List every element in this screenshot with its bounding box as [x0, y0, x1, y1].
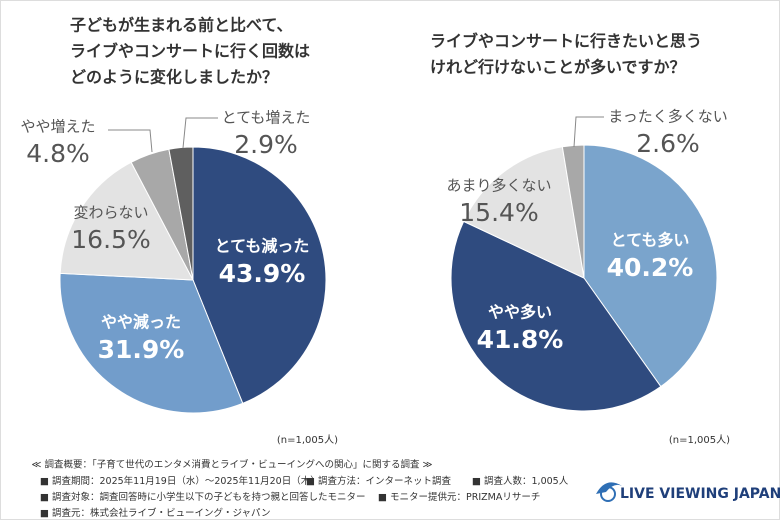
pie-slice — [192, 146, 327, 405]
pie-slice — [450, 220, 662, 412]
leader-line — [182, 117, 218, 149]
slice-label: やや多い — [488, 303, 552, 322]
value-label: 40.2% — [607, 253, 694, 282]
value-label: 31.9% — [98, 335, 185, 364]
pie-slice — [59, 161, 194, 281]
leader-line — [573, 116, 604, 148]
pie-slice — [561, 144, 585, 279]
pie-slice — [59, 272, 244, 414]
slice-label: あまり多くない — [446, 177, 551, 195]
slice-label: やや減った — [101, 313, 181, 332]
value-label: 15.4% — [459, 198, 538, 227]
value-label: 41.8% — [477, 325, 564, 354]
sample-note: (n=1,005人) — [669, 434, 730, 446]
pie-slice — [462, 146, 585, 279]
footer-item: ■ 調査対象：調査回答時に小学生以下の子どもを持つ親と回答したモニター — [40, 491, 366, 503]
logo-text: LIVE VIEWING JAPAN — [620, 486, 780, 502]
slice-label: まったく多くない — [608, 108, 727, 126]
value-label: 16.5% — [71, 225, 150, 254]
value-label: 4.8% — [26, 139, 90, 168]
logo: LIVE VIEWING JAPAN — [596, 482, 780, 502]
pie-slice — [583, 144, 718, 388]
value-label: 43.9% — [219, 259, 306, 288]
footer-item: ■ 調査方法：インターネット調査 — [306, 475, 452, 487]
chart-title: 子どもが生まれる前と比べて、 — [70, 16, 293, 35]
slice-label: やや増えた — [20, 118, 95, 136]
chart-title: どのように変化しましたか？ — [70, 68, 278, 87]
footer-item: ■ 調査期間：2025年11月19日（水）～2025年11月20日（木） — [40, 475, 320, 487]
footer-item: ■ 調査人数：1,005人 — [472, 475, 569, 487]
chart-title: けれど行けないことが多いですか？ — [430, 58, 686, 77]
footer-item: ■ モニター提供元：PRIZMAリサーチ — [378, 491, 540, 503]
pie-slice — [168, 146, 194, 281]
slice-label: とても多い — [611, 231, 690, 250]
slice-label: 変わらない — [73, 204, 148, 222]
footer-item: ■ 調査元：株式会社ライブ・ビューイング・ジャパン — [40, 507, 271, 519]
value-label: 2.9% — [234, 130, 298, 159]
chart-title: ライブやコンサートに行きたいと思う — [430, 32, 702, 51]
slice-label: とても増えた — [222, 109, 311, 127]
footer-heading: ≪ 調査概要：「子育て世代のエンタメ消費とライブ・ビューイングへの関心」に関する… — [32, 459, 433, 471]
sample-note: (n=1,005人) — [277, 434, 338, 446]
leader-line — [108, 129, 153, 153]
chart-title: ライブやコンサートに行く回数は — [70, 42, 310, 61]
slice-label: とても減った — [215, 237, 310, 256]
value-label: 2.6% — [636, 129, 700, 158]
